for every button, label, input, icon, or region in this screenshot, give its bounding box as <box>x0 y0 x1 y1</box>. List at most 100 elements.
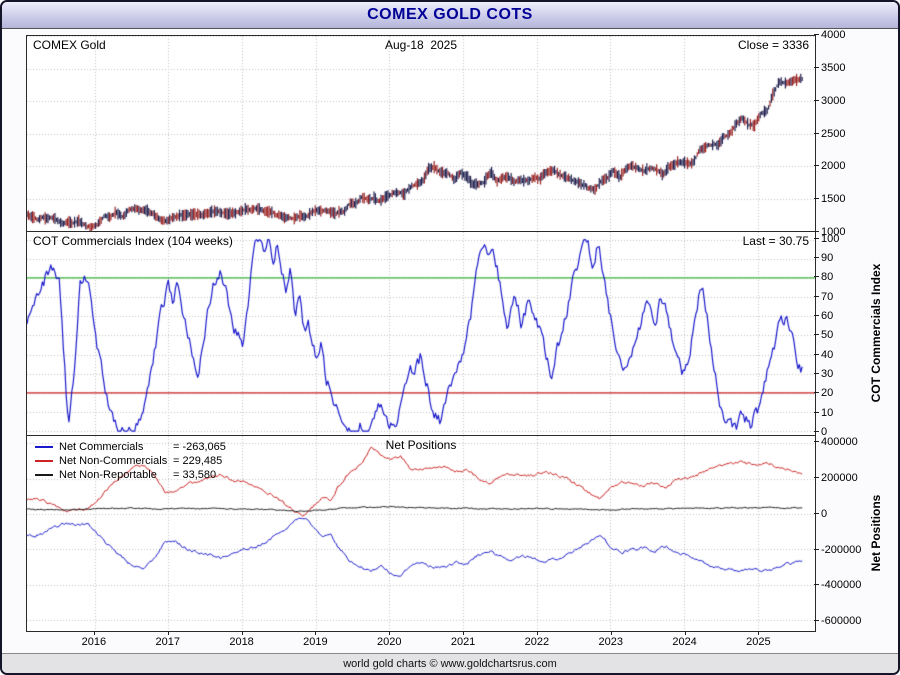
legend-line-swatch <box>35 446 53 448</box>
y-axis-tick-label: 4000 <box>814 29 845 41</box>
x-axis-tick-mark <box>684 631 686 635</box>
y-axis-tick-label: 10 <box>814 407 833 419</box>
y-axis-tick-mark <box>814 441 819 443</box>
y-axis-tick-label: 100 <box>814 233 839 245</box>
y-axis-tick-mark <box>814 99 819 101</box>
x-axis-year-label: 2017 <box>148 631 188 648</box>
y-axis-tick-mark <box>814 548 819 550</box>
x-axis-year-label: 2016 <box>74 631 114 648</box>
y-axis-tick-mark <box>814 353 819 355</box>
x-axis-tick-mark <box>389 631 391 635</box>
x-axis-year-label: 2019 <box>295 631 335 648</box>
y-axis-tick-label: 1500 <box>814 193 845 205</box>
y-axis-tick-mark <box>814 373 819 375</box>
x-axis-year-label: 2025 <box>738 631 778 648</box>
x-axis-tick-mark <box>610 631 612 635</box>
y-axis-tick-label: 30 <box>814 368 833 380</box>
net-positions-chart-canvas <box>27 436 815 631</box>
price-chart-canvas <box>27 36 815 231</box>
footer-credit: world gold charts © www.goldchartsrus.co… <box>343 657 557 670</box>
y-axis-tick-label: 60 <box>814 310 833 322</box>
y-axis-tick-mark <box>814 584 819 586</box>
legend-label: Net Commercials <box>59 441 144 453</box>
y-axis-tick-mark <box>814 66 819 68</box>
y-axis-tick-label: -200000 <box>814 544 861 556</box>
net-positions-axis-label: Net Positions <box>869 494 883 572</box>
cot-index-panel-title: COT Commercials Index (104 weeks) <box>33 234 233 248</box>
legend-row: Net Commercials = -263,065 <box>35 440 226 454</box>
cot-index-chart-canvas <box>27 232 815 435</box>
price-panel-title: COMEX Gold <box>33 38 106 52</box>
y-axis-tick-mark <box>814 231 819 232</box>
y-axis-tick-mark <box>814 132 819 134</box>
x-axis-year-label: 2023 <box>591 631 631 648</box>
y-axis-tick-label: 90 <box>814 252 833 264</box>
y-axis-tick-mark <box>814 476 819 478</box>
y-axis-tick-mark <box>814 315 819 317</box>
x-axis-year-label: 2022 <box>517 631 557 648</box>
legend-value: = 33,580 <box>173 469 217 481</box>
footer-bar: world gold charts © www.goldchartsrus.co… <box>2 653 898 673</box>
x-axis-tick-mark <box>241 631 243 635</box>
cot-index-axis-label: COT Commercials Index <box>869 263 883 403</box>
legend-line-swatch <box>35 474 53 476</box>
price-panel-date: Aug-18 2025 <box>384 38 458 52</box>
y-axis-tick-label: 0 <box>814 508 827 520</box>
legend-label: Net Non-Commercials <box>59 455 168 467</box>
cot-index-panel: COT Commercials Index (104 weeks) Last =… <box>26 231 816 436</box>
y-axis-tick-mark <box>814 165 819 167</box>
legend-row: Net Non-Reportable = 33,580 <box>35 468 226 482</box>
y-axis-tick-mark <box>814 276 819 278</box>
x-axis-tick-mark <box>93 631 95 635</box>
y-axis-tick-mark <box>814 237 819 239</box>
y-axis-tick-label: 400000 <box>814 436 858 448</box>
legend-row: Net Non-Commercials = 229,485 <box>35 454 226 468</box>
x-axis-year-label: 2020 <box>369 631 409 648</box>
y-axis-tick-mark <box>814 257 819 259</box>
y-axis-tick-mark <box>814 392 819 394</box>
x-axis-year-label: 2021 <box>443 631 483 648</box>
legend-line-swatch <box>35 460 53 462</box>
net-positions-panel: Net Positions Net Commercials = -263,065 N… <box>26 435 816 632</box>
x-axis-tick-mark <box>536 631 538 635</box>
y-axis-tick-label: -600000 <box>814 615 861 627</box>
y-axis-tick-mark <box>814 34 819 35</box>
net-positions-panel-title: Net Positions <box>385 438 457 452</box>
legend-label: Net Non-Reportable <box>59 469 157 481</box>
y-axis-tick-label: 0 <box>814 426 827 438</box>
y-axis-tick-mark <box>814 620 819 622</box>
y-axis-tick-label: -400000 <box>814 579 861 591</box>
y-axis-tick-label: 40 <box>814 349 833 361</box>
y-axis-tick-label: 200000 <box>814 472 858 484</box>
x-axis-tick-mark <box>463 631 465 635</box>
y-axis-tick-mark <box>814 512 819 514</box>
cot-index-last-value: Last = 30.75 <box>742 234 809 248</box>
x-axis-tick-mark <box>758 631 760 635</box>
page-title: COMEX GOLD COTS <box>367 6 533 23</box>
price-panel: COMEX Gold Aug-18 2025 Close = 3336 <box>26 35 816 232</box>
y-axis-tick-mark <box>814 295 819 297</box>
y-axis-tick-mark <box>814 334 819 336</box>
net-positions-legend: Net Commercials = -263,065 Net Non-Commerc… <box>35 440 226 482</box>
y-axis-tick-label: 1000 <box>814 226 845 238</box>
y-axis-tick-mark <box>814 411 819 413</box>
x-axis-tick-mark <box>167 631 169 635</box>
title-bar: COMEX GOLD COTS <box>2 2 898 29</box>
y-axis-tick-mark <box>814 198 819 200</box>
y-axis-tick-label: 20 <box>814 387 833 399</box>
y-axis-tick-label: 3000 <box>814 95 845 107</box>
y-axis-tick-label: 2500 <box>814 128 845 140</box>
legend-value: = 229,485 <box>173 455 223 467</box>
y-axis-tick-mark <box>814 431 819 433</box>
x-axis-year-label: 2018 <box>222 631 262 648</box>
price-close-value: Close = 3336 <box>737 38 809 52</box>
legend-value: = -263,065 <box>173 441 226 453</box>
x-axis-tick-mark <box>315 631 317 635</box>
y-axis-tick-label: 3500 <box>814 62 845 74</box>
y-axis-tick-label: 80 <box>814 271 833 283</box>
x-axis-year-label: 2024 <box>665 631 705 648</box>
y-axis-tick-label: 50 <box>814 329 833 341</box>
y-axis-tick-label: 2000 <box>814 160 845 172</box>
y-axis-tick-label: 70 <box>814 291 833 303</box>
